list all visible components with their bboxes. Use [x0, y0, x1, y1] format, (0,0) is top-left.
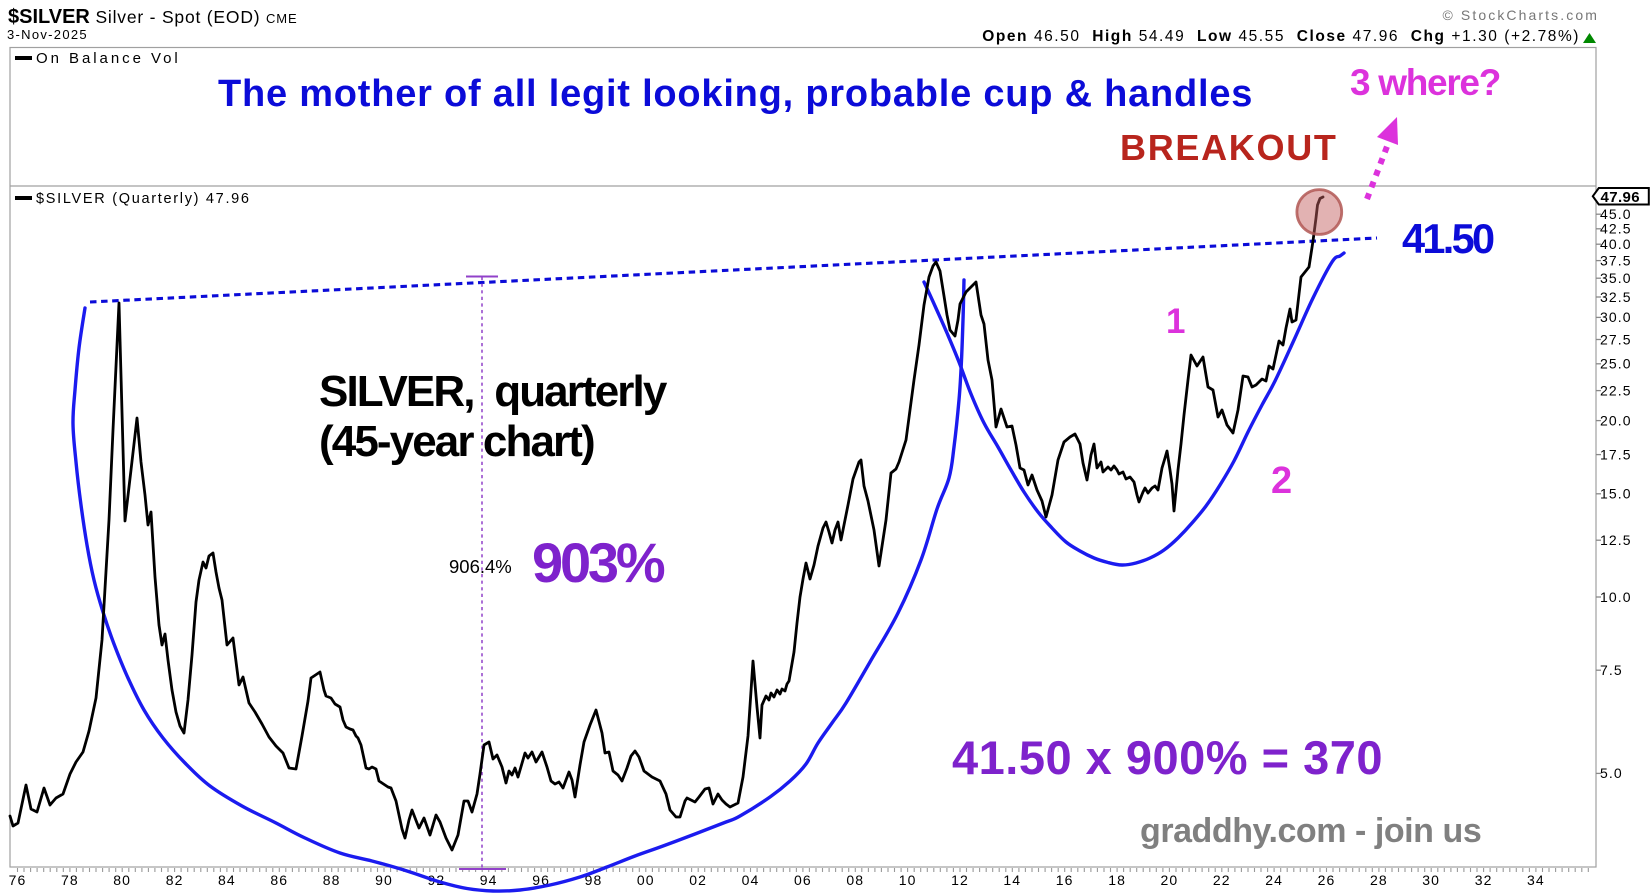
svg-text:12: 12: [951, 872, 969, 888]
svg-text:96: 96: [532, 872, 550, 888]
svg-text:5.0: 5.0: [1600, 765, 1623, 781]
svg-text:88: 88: [323, 872, 341, 888]
svg-text:34: 34: [1527, 872, 1545, 888]
svg-text:42.5: 42.5: [1600, 221, 1632, 237]
svg-text:30.0: 30.0: [1600, 309, 1632, 325]
svg-text:17.5: 17.5: [1600, 446, 1632, 462]
svg-text:10.0: 10.0: [1600, 589, 1632, 605]
svg-text:20.0: 20.0: [1600, 412, 1632, 428]
svg-text:30: 30: [1422, 872, 1440, 888]
svg-text:22: 22: [1213, 872, 1231, 888]
svg-text:26: 26: [1318, 872, 1336, 888]
svg-text:25.0: 25.0: [1600, 356, 1632, 372]
svg-text:94: 94: [480, 872, 498, 888]
svg-text:06: 06: [794, 872, 812, 888]
svg-text:78: 78: [61, 872, 79, 888]
svg-text:08: 08: [846, 872, 864, 888]
svg-text:84: 84: [218, 872, 236, 888]
svg-text:10: 10: [899, 872, 917, 888]
svg-text:20: 20: [1161, 872, 1179, 888]
svg-text:90: 90: [375, 872, 393, 888]
svg-text:12.5: 12.5: [1600, 532, 1632, 548]
svg-text:47.96: 47.96: [1601, 189, 1641, 206]
svg-text:00: 00: [637, 872, 655, 888]
svg-text:27.5: 27.5: [1600, 331, 1632, 347]
svg-text:80: 80: [113, 872, 131, 888]
svg-text:16: 16: [1056, 872, 1074, 888]
svg-text:28: 28: [1370, 872, 1388, 888]
svg-text:35.0: 35.0: [1600, 270, 1632, 286]
svg-text:82: 82: [166, 872, 184, 888]
svg-text:86: 86: [270, 872, 288, 888]
svg-text:45.0: 45.0: [1600, 206, 1632, 222]
svg-text:15.0: 15.0: [1600, 486, 1632, 502]
svg-text:76: 76: [9, 872, 27, 888]
svg-text:32: 32: [1475, 872, 1493, 888]
svg-text:02: 02: [689, 872, 707, 888]
svg-text:98: 98: [585, 872, 603, 888]
svg-text:22.5: 22.5: [1600, 382, 1632, 398]
svg-text:04: 04: [742, 872, 760, 888]
svg-text:18: 18: [1108, 872, 1126, 888]
svg-text:24: 24: [1265, 872, 1283, 888]
svg-text:14: 14: [1003, 872, 1021, 888]
svg-text:40.0: 40.0: [1600, 236, 1632, 252]
svg-text:7.5: 7.5: [1600, 662, 1623, 678]
svg-text:37.5: 37.5: [1600, 252, 1632, 268]
svg-text:32.5: 32.5: [1600, 289, 1632, 305]
